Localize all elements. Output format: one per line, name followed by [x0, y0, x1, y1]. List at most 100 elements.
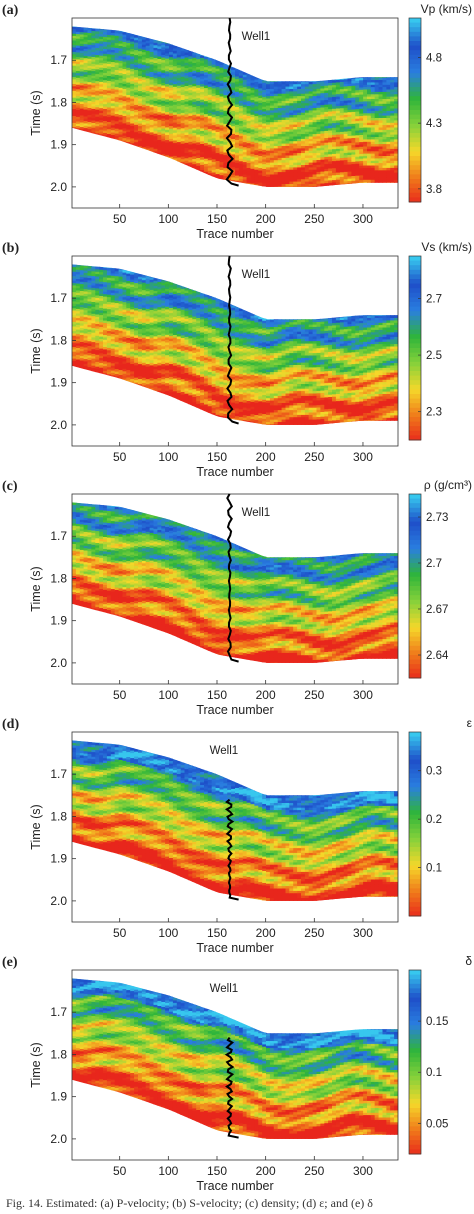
heatmap-cell [79, 348, 85, 352]
heatmap-cell [204, 69, 209, 73]
heatmap-cell [328, 92, 333, 96]
heatmap-cell [134, 89, 139, 93]
heatmap-cell [72, 49, 77, 53]
heatmap-cell [130, 116, 135, 120]
heatmap-cell [165, 68, 170, 72]
heatmap-cell [390, 160, 395, 164]
heatmap-cell [235, 147, 240, 151]
heatmap-cell [103, 356, 108, 360]
heatmap-cell [138, 126, 143, 130]
heatmap-cell [118, 58, 124, 62]
heatmap-cell [273, 160, 279, 164]
heatmap-cell [200, 146, 205, 150]
heatmap-cell [79, 265, 85, 269]
heatmap-cell [297, 91, 302, 95]
heatmap-cell [122, 334, 127, 338]
heatmap-cell [207, 147, 213, 151]
heatmap-cell [99, 300, 104, 304]
heatmap-cell [141, 57, 147, 61]
heatmap-cell [87, 119, 92, 123]
heatmap-cell [328, 106, 333, 110]
heatmap-cell [103, 46, 108, 50]
heatmap-cell [130, 39, 135, 43]
heatmap-cell [118, 43, 124, 47]
heatmap-cell [363, 80, 368, 83]
heatmap-cell [335, 80, 341, 83]
heatmap-cell [207, 60, 213, 64]
heatmap-cell [289, 100, 294, 104]
heatmap-cell [110, 74, 116, 78]
heatmap-cell [304, 89, 310, 92]
heatmap-cell [351, 97, 356, 101]
heatmap-cell [145, 50, 151, 54]
heatmap-cell [301, 86, 306, 90]
heatmap-cell [106, 59, 112, 63]
heatmap-cell [138, 374, 143, 378]
heatmap-cell [145, 128, 151, 132]
heatmap-cell [169, 138, 174, 143]
heatmap-cell [355, 163, 360, 167]
heatmap-cell [269, 167, 275, 171]
heatmap-cell [374, 167, 380, 171]
heatmap-cell [72, 65, 77, 69]
heatmap-cell [374, 160, 380, 164]
heatmap-cell [363, 113, 368, 117]
heatmap-cell [79, 110, 85, 114]
heatmap-cell [297, 146, 302, 149]
heatmap-cell [363, 82, 368, 86]
heatmap-cell [141, 52, 147, 56]
heatmap-cell [141, 297, 147, 301]
heatmap-cell [386, 177, 391, 181]
heatmap-cell [141, 44, 147, 48]
heatmap-cell [91, 365, 96, 369]
heatmap-cell [184, 111, 189, 115]
heatmap-cell [91, 276, 96, 280]
heatmap-cell [304, 157, 310, 161]
heatmap-cell [293, 119, 298, 123]
heatmap-cell [238, 158, 244, 162]
colorbar-segment [409, 119, 421, 125]
heatmap-cell [75, 292, 81, 296]
heatmap-cell [103, 26, 108, 28]
heatmap-cell [169, 49, 174, 53]
heatmap-cell [79, 323, 85, 327]
heatmap-cell [289, 89, 294, 92]
heatmap-cell [180, 61, 186, 65]
heatmap-cell [394, 177, 398, 181]
heatmap-cell [130, 88, 135, 92]
heatmap-cell [238, 65, 244, 69]
heatmap-cell [91, 45, 96, 49]
heatmap-cell [266, 98, 271, 102]
heatmap-cell [126, 283, 131, 287]
heatmap-cell [328, 94, 333, 98]
heatmap-cell [363, 177, 368, 181]
heatmap-cell [270, 189, 275, 192]
heatmap-cell [343, 95, 349, 99]
heatmap-cell [118, 328, 124, 332]
heatmap-cell [231, 146, 236, 150]
heatmap-cell [304, 96, 310, 100]
heatmap-cell [83, 361, 89, 365]
heatmap-cell [204, 150, 209, 155]
heatmap-cell [347, 126, 352, 130]
heatmap-cell [328, 121, 333, 124]
heatmap-cell [312, 77, 318, 81]
heatmap-cell [382, 165, 387, 169]
heatmap-cell [277, 103, 283, 107]
heatmap-cell [114, 376, 120, 380]
heatmap-cell [215, 137, 221, 141]
heatmap-cell [231, 72, 236, 76]
heatmap-cell [320, 81, 325, 85]
heatmap-cell [289, 157, 294, 161]
heatmap-cell [370, 144, 376, 148]
heatmap-cell [207, 168, 213, 172]
heatmap-cell [118, 340, 124, 344]
heatmap-cell [359, 116, 364, 119]
heatmap-cell [374, 153, 380, 157]
heatmap-cell [374, 179, 380, 183]
heatmap-cell [304, 110, 310, 114]
heatmap-cell [378, 132, 384, 136]
heatmap-cell [347, 164, 352, 168]
heatmap-cell [122, 349, 127, 353]
heatmap-cell [91, 330, 96, 334]
